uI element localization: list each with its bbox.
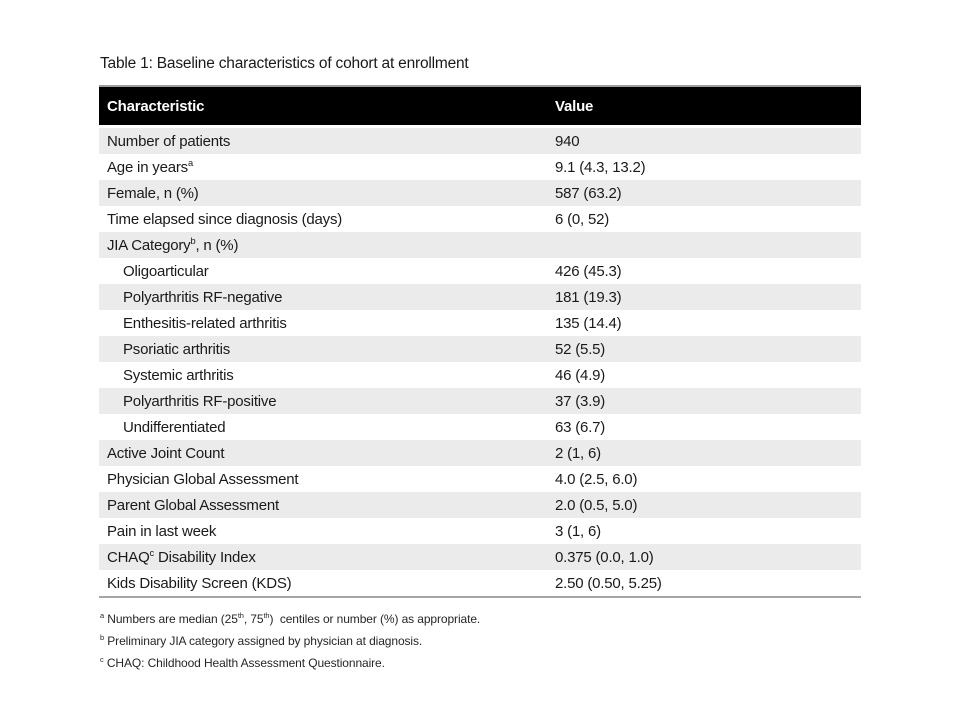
value-cell: 9.1 (4.3, 13.2) xyxy=(555,158,646,176)
characteristic-cell: Systemic arthritis xyxy=(123,366,234,384)
characteristic-cell: CHAQc Disability Index xyxy=(107,548,256,566)
characteristic-cell: Polyarthritis RF-positive xyxy=(123,392,277,410)
value-cell: 135 (14.4) xyxy=(555,314,622,332)
superscript: th xyxy=(263,611,270,620)
footnote: b Preliminary JIA category assigned by p… xyxy=(100,633,423,648)
value-cell: 2 (1, 6) xyxy=(555,444,601,462)
characteristic-cell: Psoriatic arthritis xyxy=(123,340,231,358)
table-row: Pain in last week 3 (1, 6) xyxy=(99,518,861,544)
table-row: Parent Global Assessment 2.0 (0.5, 5.0) xyxy=(99,492,861,518)
superscript: a xyxy=(187,158,193,168)
value-cell: 426 (45.3) xyxy=(555,262,622,280)
superscript: th xyxy=(237,611,244,620)
table-row: Number of patients 940 xyxy=(99,128,861,154)
table-row: Physician Global Assessment 4.0 (2.5, 6.0… xyxy=(99,466,861,492)
characteristic-cell: Physician Global Assessment xyxy=(107,470,299,488)
baseline-characteristics-table: Characteristic Value Number of patients 9… xyxy=(99,85,861,598)
value-cell: 2.50 (0.50, 5.25) xyxy=(555,574,662,592)
superscript: c xyxy=(149,548,155,558)
table-row: Oligoarticular 426 (45.3) xyxy=(99,258,861,284)
value-cell: 63 (6.7) xyxy=(555,418,606,436)
table-row: Female, n (%) 587 (63.2) xyxy=(99,180,861,206)
characteristic-cell: Female, n (%) xyxy=(107,184,199,202)
footnote: a Numbers are median (25th, 75th) centil… xyxy=(100,611,481,626)
value-cell: 3 (1, 6) xyxy=(555,522,601,540)
value-cell: 181 (19.3) xyxy=(555,288,622,306)
value-cell: 2.0 (0.5, 5.0) xyxy=(555,496,638,514)
characteristic-cell: Number of patients xyxy=(107,132,231,150)
value-cell: 4.0 (2.5, 6.0) xyxy=(555,470,638,488)
table-header-row: Characteristic Value xyxy=(99,87,861,125)
footnote: c CHAQ: Childhood Health Assessment Ques… xyxy=(100,655,385,670)
characteristic-cell: Age in yearsa xyxy=(107,158,193,176)
characteristic-cell: Parent Global Assessment xyxy=(107,496,279,514)
characteristic-cell: Enthesitis-related arthritis xyxy=(123,314,287,332)
table-row: Age in yearsa 9.1 (4.3, 13.2) xyxy=(99,154,861,180)
value-cell: 940 xyxy=(555,132,580,150)
value-cell: 46 (4.9) xyxy=(555,366,606,384)
table-row: Enthesitis-related arthritis 135 (14.4) xyxy=(99,310,861,336)
table-row: JIA Categoryb, n (%) xyxy=(99,232,861,258)
table-row: Systemic arthritis 46 (4.9) xyxy=(99,362,861,388)
column-header-characteristic: Characteristic xyxy=(107,97,205,115)
table-row: CHAQc Disability Index 0.375 (0.0, 1.0) xyxy=(99,544,861,570)
characteristic-cell: Active Joint Count xyxy=(107,444,225,462)
value-cell: 6 (0, 52) xyxy=(555,210,610,228)
footnotes: a Numbers are median (25th, 75th) centil… xyxy=(100,608,480,674)
value-cell: 37 (3.9) xyxy=(555,392,606,410)
column-header-value: Value xyxy=(555,97,594,115)
characteristic-cell: Oligoarticular xyxy=(123,262,209,280)
table-row: Polyarthritis RF-positive 37 (3.9) xyxy=(99,388,861,414)
table-row: Active Joint Count 2 (1, 6) xyxy=(99,440,861,466)
table-row: Polyarthritis RF-negative 181 (19.3) xyxy=(99,284,861,310)
value-cell: 52 (5.5) xyxy=(555,340,606,358)
table-title: Table 1: Baseline characteristics of coh… xyxy=(100,55,469,72)
characteristic-cell: Undifferentiated xyxy=(123,418,226,436)
value-cell: 587 (63.2) xyxy=(555,184,622,202)
superscript: b xyxy=(190,236,196,246)
table-row: Time elapsed since diagnosis (days) 6 (0,… xyxy=(99,206,861,232)
table-row: Kids Disability Screen (KDS) 2.50 (0.50, … xyxy=(99,570,861,596)
table-body: Number of patients 940 Age in yearsa 9.1 (4… xyxy=(99,128,861,596)
table-row: Psoriatic arthritis 52 (5.5) xyxy=(99,336,861,362)
value-cell: 0.375 (0.0, 1.0) xyxy=(555,548,654,566)
footnote-marker: c xyxy=(100,655,104,664)
table-row: Undifferentiated 63 (6.7) xyxy=(99,414,861,440)
characteristic-cell: JIA Categoryb, n (%) xyxy=(107,236,239,254)
characteristic-cell: Pain in last week xyxy=(107,522,217,540)
characteristic-cell: Polyarthritis RF-negative xyxy=(123,288,283,306)
characteristic-cell: Time elapsed since diagnosis (days) xyxy=(107,210,343,228)
footnote-marker: b xyxy=(100,633,105,642)
footnote-marker: a xyxy=(100,611,105,620)
characteristic-cell: Kids Disability Screen (KDS) xyxy=(107,574,292,592)
